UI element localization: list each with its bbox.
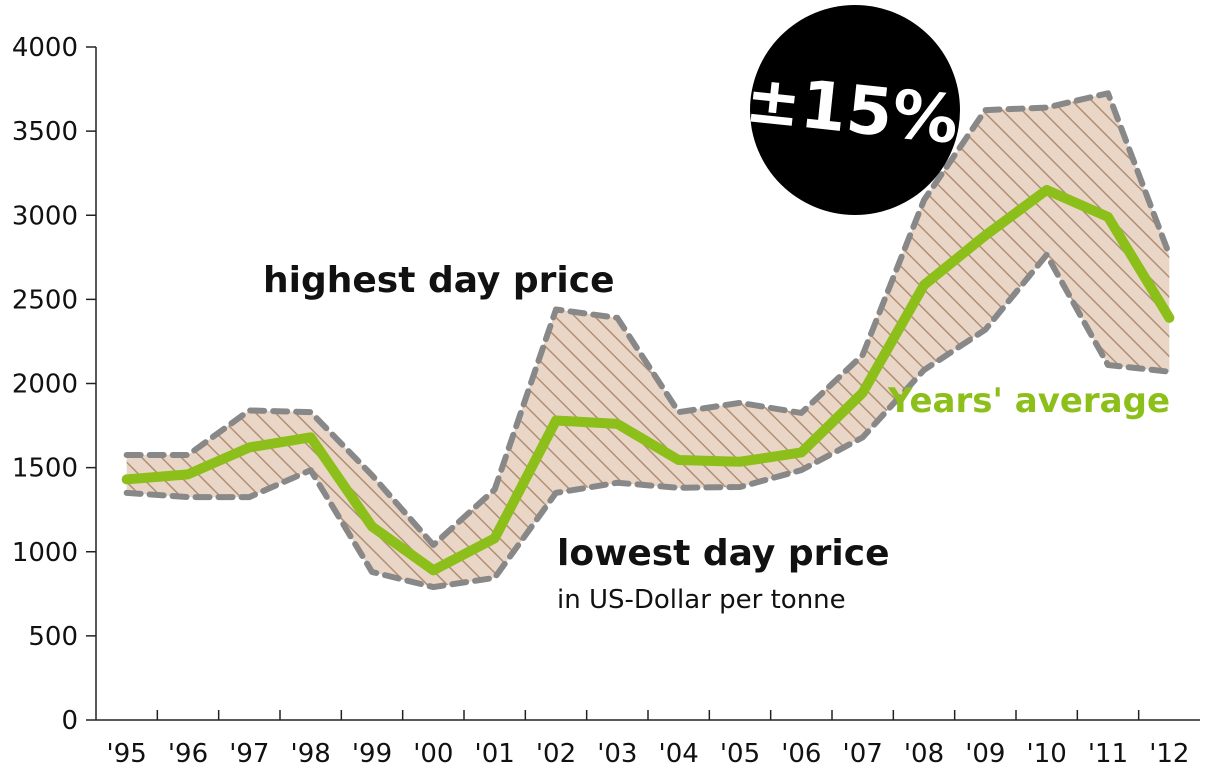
x-tick-label: '12 [1149,739,1189,769]
x-tick-label: '07 [843,739,883,769]
average-line [121,185,1175,576]
x-tick-label: '08 [904,739,944,769]
x-tick-label: '03 [597,739,637,769]
x-tick-label: '99 [352,739,392,769]
x-tick-label: '04 [659,739,699,769]
y-tick-label: 4000 [12,33,78,63]
y-tick-label: 3000 [12,201,78,231]
x-tick-label: '98 [291,739,331,769]
high-label: highest day price [263,260,615,301]
range-edge [123,251,1173,591]
badge [750,5,960,215]
y-tick-label: 3500 [12,117,78,147]
average-label: Years' average [887,381,1170,421]
y-tick-label: 0 [61,706,78,736]
x-tick-label: '00 [413,739,453,769]
x-tick-label: '96 [168,739,208,769]
y-tick-label: 1000 [12,538,78,568]
x-tick-label: '01 [475,739,515,769]
x-tick-label: '11 [1088,739,1128,769]
range-band [126,93,1170,588]
y-tick-label: 2500 [12,285,78,315]
low-label: lowest day price [557,533,890,574]
unit-label: in US-Dollar per tonne [557,585,846,615]
x-tick-label: '97 [229,739,269,769]
x-tick-label: '95 [107,739,147,769]
y-tick-label: 500 [28,622,78,652]
x-tick-label: '05 [720,739,760,769]
x-tick-label: '02 [536,739,576,769]
range-edge [123,90,1173,549]
x-tick-label: '06 [781,739,821,769]
x-tick-label: '10 [1027,739,1067,769]
x-tick-label: '09 [965,739,1005,769]
y-tick-label: 1500 [12,454,78,484]
y-tick-label: 2000 [12,370,78,400]
